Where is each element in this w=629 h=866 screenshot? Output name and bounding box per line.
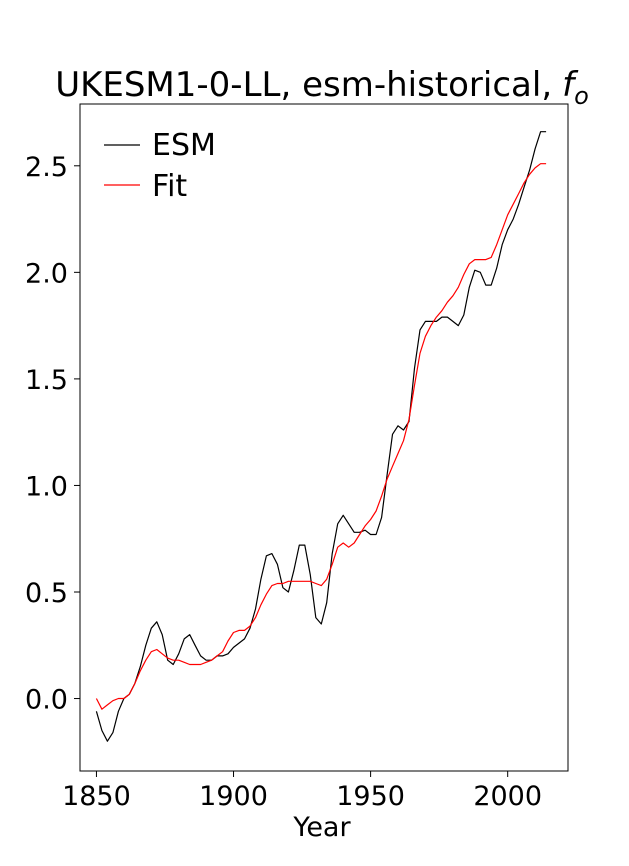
x-tick-label: 1850 (62, 781, 131, 812)
chart-title: UKESM1-0-LL, esm-historical, fo (55, 65, 589, 110)
chart-title-math-subscript: o (574, 82, 589, 110)
y-tick-label: 0.0 (25, 685, 68, 716)
plot-area-frame (79, 103, 569, 772)
legend: ESM Fit (104, 128, 216, 204)
y-tick-label: 2.5 (25, 152, 68, 183)
y-axis-ticks: 0.0 0.5 1.0 1.5 2.0 2.5 (25, 152, 80, 716)
y-tick-label: 2.0 (25, 258, 68, 289)
series-layer (95, 131, 547, 742)
series-line-esm (95, 131, 547, 742)
x-tick-label: 1900 (199, 781, 268, 812)
y-tick-label: 1.0 (25, 471, 68, 502)
x-axis-ticks: 1850 1900 1950 2000 (62, 771, 542, 812)
chart-title-text: UKESM1-0-LL, esm-historical, (55, 65, 552, 105)
legend-label-fit: Fit (152, 169, 187, 204)
y-tick-label: 1.5 (25, 365, 68, 396)
series-line-fit (95, 163, 547, 710)
y-tick-label: 0.5 (25, 578, 68, 609)
x-tick-label: 2000 (473, 781, 542, 812)
x-axis-label: Year (292, 812, 351, 843)
x-tick-label: 1950 (336, 781, 405, 812)
legend-label-esm: ESM (152, 128, 216, 163)
